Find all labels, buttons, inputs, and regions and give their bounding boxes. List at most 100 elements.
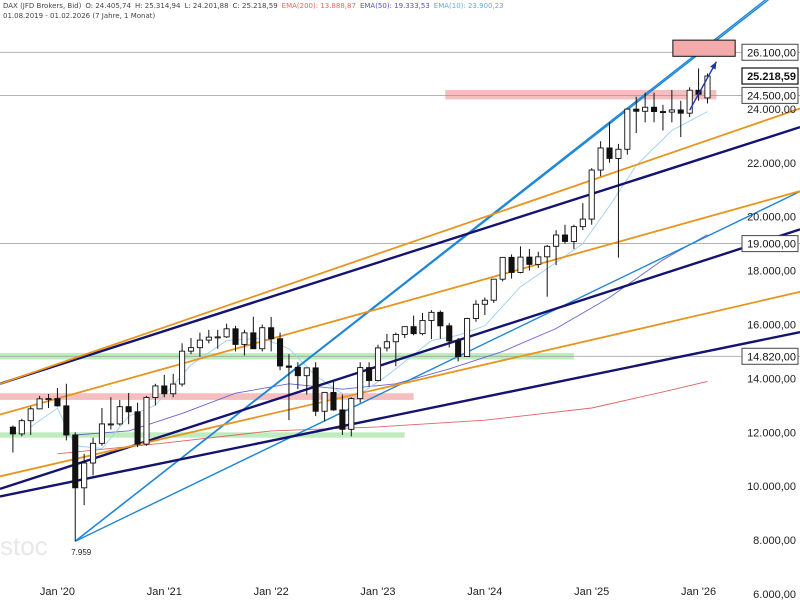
y-tick-label: 6.000,00 (753, 589, 796, 600)
candle-body (179, 350, 186, 385)
level-label-box (741, 347, 799, 365)
trendline-orange-6 (0, 107, 800, 385)
candle-body (81, 462, 88, 489)
ema50-legend: EMA(50): 19.333,53 (359, 2, 430, 10)
low-annotation: 7.959 (71, 548, 92, 557)
candle-body (63, 405, 70, 436)
candle-body (517, 256, 524, 273)
candle-body (348, 398, 355, 430)
candle-body (392, 333, 399, 343)
candle-body (366, 367, 373, 381)
candle-body (570, 226, 577, 242)
trendline-orange-7 (0, 190, 800, 416)
level-label: 14.820,00 (747, 351, 796, 363)
candle-body (437, 311, 444, 327)
ohlc-low: L: 24.201,88 (184, 2, 229, 10)
y-tick-label: 16.000,00 (747, 319, 796, 331)
candle-body (330, 391, 337, 411)
level-label: 26.100,00 (747, 47, 796, 59)
trend-arrow (689, 61, 717, 111)
candle-body (508, 256, 515, 273)
x-tick-label: Jan '25 (574, 586, 609, 598)
date-range: 01.08.2019 - 01.02.2026 (7 Jahre, 1 Mona… (3, 12, 156, 20)
y-tick-label: 24.000,00 (747, 104, 796, 116)
ema200-line (57, 380, 708, 455)
candle-body (588, 169, 595, 220)
candle-body (383, 341, 390, 349)
candle-body (463, 318, 471, 357)
y-tick-label: 18.000,00 (747, 266, 796, 278)
candle-body (339, 409, 346, 430)
candle-body (606, 147, 613, 159)
trendline-blue-2 (74, 190, 800, 542)
candle-body (285, 365, 293, 368)
level-label-box (741, 235, 799, 253)
candle-body (187, 347, 195, 352)
candle-body (624, 108, 631, 150)
candle-body (650, 106, 658, 113)
ema10-legend: EMA(10): 23.900,23 (433, 2, 504, 10)
candle-body (214, 336, 221, 339)
x-tick-label: Jan '23 (360, 586, 395, 598)
level-label-box (741, 86, 799, 104)
candle-body (615, 148, 622, 159)
last-price-label: 25.218,59 (747, 71, 796, 83)
candle-body (526, 256, 533, 265)
level-lines-layer (0, 51, 800, 357)
candle-body (223, 328, 230, 338)
candle-body (89, 442, 97, 464)
candle-body (27, 408, 34, 422)
candle-body (116, 406, 123, 425)
ema50-line (75, 234, 708, 436)
candle-body (268, 327, 275, 340)
candle-body (36, 398, 43, 410)
candle-body (553, 234, 560, 247)
candle-body (401, 326, 408, 335)
chart-title: DAX (JFD Brokers, Bid) (3, 2, 82, 10)
x-tick-label: Jan '26 (681, 586, 716, 598)
candle-body (561, 234, 569, 242)
trendline-blue-1 (74, 0, 770, 542)
x-tick-label: Jan '21 (147, 586, 182, 598)
zone-red-2 (0, 393, 414, 400)
candle-body (107, 423, 114, 426)
candle-body (704, 75, 711, 99)
candle-body (170, 383, 177, 395)
level-label-box (741, 43, 799, 61)
candle-body (196, 339, 203, 349)
candle-body (276, 338, 284, 367)
trendline-navy-5 (0, 330, 800, 498)
ohlc-close: C: 25.218,59 (232, 2, 278, 10)
candle-body (250, 332, 257, 350)
x-tick-label: Jan '20 (40, 586, 75, 598)
trendline-navy-3 (0, 126, 800, 385)
candle-body (446, 325, 453, 342)
y-tick-label: 20.000,00 (747, 212, 796, 224)
candle-body (321, 391, 328, 412)
y-tick-label: 22.000,00 (747, 158, 796, 170)
candle-body (472, 303, 480, 319)
x-tick-label: Jan '24 (467, 586, 502, 598)
candle-body (45, 398, 52, 401)
candle-body (259, 327, 266, 350)
candles-layer (9, 68, 711, 542)
target-box (672, 39, 736, 57)
candle-body (294, 366, 301, 377)
annotations-layer: 7.959 (71, 39, 736, 557)
candle-body (143, 397, 150, 445)
zone-red-3 (445, 89, 717, 100)
zone-green-1 (0, 432, 405, 438)
candle-body (642, 106, 649, 112)
candle-body (152, 385, 159, 398)
candle-body (633, 108, 640, 112)
candle-body (535, 256, 542, 265)
candle-body (312, 367, 319, 412)
axes-layer: 6.000,00 8.000,00 10.000,00 12.000,00 14.000… (40, 43, 799, 600)
watermark: stoc (0, 531, 48, 561)
candle-body (677, 109, 684, 114)
candle-body (544, 245, 551, 258)
candle-body (410, 326, 417, 335)
candle-body (419, 319, 426, 335)
ema-layer (30, 111, 708, 455)
